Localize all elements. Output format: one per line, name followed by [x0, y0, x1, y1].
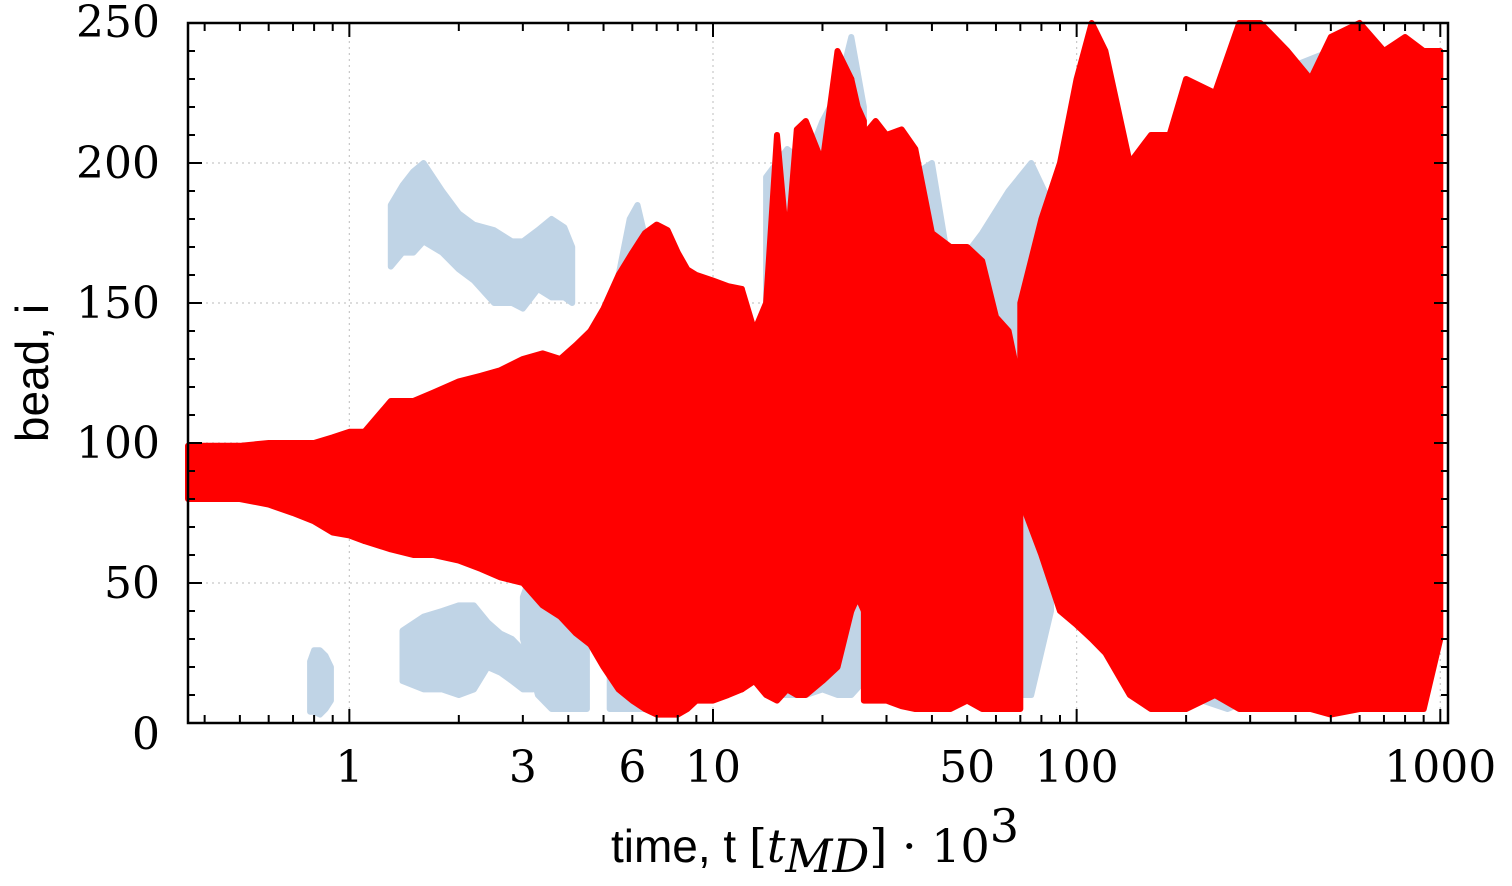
series-band [738, 48, 855, 704]
series-1 [185, 20, 1444, 718]
y-tick-label: 200 [76, 138, 160, 189]
x-axis-title-var: t [767, 819, 786, 873]
y-tick-label: 250 [76, 0, 160, 48]
y-tick-label: 150 [76, 278, 160, 329]
x-axis-title-prefix: time, t [611, 820, 749, 872]
x-tick-label: 10 [685, 742, 741, 793]
x-tick-label: 1 [335, 742, 363, 793]
x-tick-label: 50 [939, 742, 995, 793]
series-layer [185, 20, 1444, 718]
series-band [185, 428, 368, 544]
series-band [1017, 20, 1444, 718]
series-band [387, 160, 576, 312]
x-tick-label: 6 [618, 742, 646, 793]
x-axis-title-base: 10 [931, 819, 990, 873]
x-tick-label: 3 [509, 742, 537, 793]
x-axis-title-dot: · [887, 819, 931, 873]
x-axis-title: time, t [tMD] · 103 [611, 799, 1019, 883]
x-axis-title-subscript: MD [784, 829, 869, 883]
x-tick-label: 1000 [1384, 742, 1496, 793]
plot-frame [186, 21, 1450, 725]
series-band [399, 602, 536, 698]
y-tick-label: 50 [104, 558, 160, 609]
series-band [587, 221, 745, 718]
x-tick-label: 100 [1035, 742, 1119, 793]
axis-ticks [188, 22, 1448, 724]
y-tick-label: 0 [132, 709, 160, 760]
series-band [361, 328, 594, 648]
x-axis-title-close-bracket: ] [869, 819, 887, 873]
y-axis-title: bead, i [6, 304, 58, 442]
series-band [860, 118, 1024, 712]
series-band [307, 647, 334, 718]
x-axis-title-exponent: 3 [990, 799, 1019, 853]
tick-labels: 1 3 6 10 50 100 1000 0 50 100 150 200 250 [76, 0, 1496, 793]
y-tick-label: 100 [76, 418, 160, 469]
x-axis-title-open-bracket: [ [749, 819, 767, 873]
